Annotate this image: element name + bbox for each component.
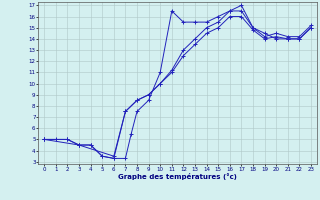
X-axis label: Graphe des températures (°c): Graphe des températures (°c)	[118, 173, 237, 180]
